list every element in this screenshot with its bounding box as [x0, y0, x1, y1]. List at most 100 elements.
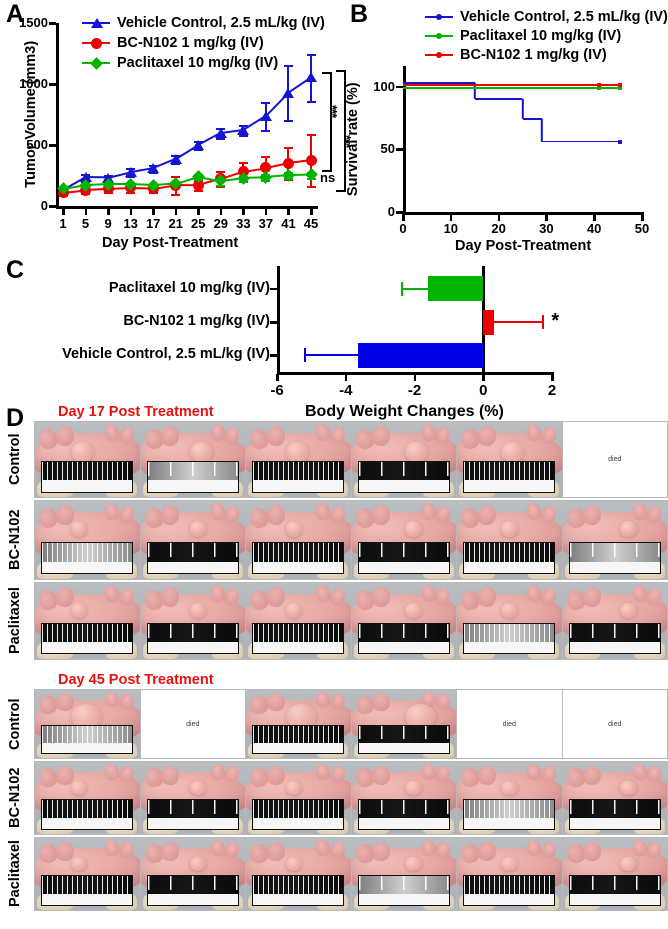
- ruler-ticks: [358, 623, 449, 638]
- tumor-nodule: [500, 602, 518, 618]
- panel-d-cell-photo: [562, 501, 667, 579]
- panel-c-bar-1: [428, 276, 484, 302]
- ruler-ticks: [358, 876, 449, 890]
- panel-a-x-tick-label: 37: [258, 216, 274, 231]
- ruler-white-face: [569, 642, 660, 654]
- panel-b-step-2: [403, 87, 621, 90]
- panel-a-y-tick-label: 0: [40, 198, 48, 213]
- tumor-nodule: [500, 780, 518, 796]
- ruler-white-face: [569, 561, 660, 574]
- panel-d-section-title-1: Day 17 Post Treatment: [58, 404, 214, 420]
- panel-a-datapoint-2: [192, 179, 204, 191]
- panel-a-errorbar-2-cap-bottom: [171, 193, 181, 196]
- panel-c-letter: C: [6, 256, 25, 284]
- panel-b-censor-mark-2: [618, 86, 623, 91]
- panel-d-cell-photo: [35, 501, 140, 579]
- panel-b-step-1: [541, 140, 621, 143]
- ruler-white-face: [42, 817, 133, 829]
- measuring-ruler: [568, 799, 661, 830]
- panel-c-errorbar-cap-2: [542, 315, 545, 329]
- panel-a-x-tick: [62, 208, 65, 215]
- panel-a-x-tick-label: 5: [81, 216, 90, 231]
- panel-b-y-axis-title: Survival rate (%): [344, 82, 361, 197]
- panel-d-cell-photo: [140, 762, 245, 834]
- panel-a-x-tick-label: 41: [281, 216, 296, 231]
- panel-a-errorbar-2-cap-top: [283, 147, 293, 150]
- mouse-photo: [457, 762, 562, 834]
- panel-b-censor-mark-3: [618, 83, 623, 88]
- panel-a-datapoint-2: [237, 165, 249, 177]
- ruler-white-face: [42, 480, 133, 492]
- ruler-ticks: [358, 726, 449, 740]
- panel-d-cell-photo: [35, 762, 140, 834]
- panel-a-datapoint-1: [124, 167, 137, 178]
- panel-b-x-tick-label: 20: [491, 221, 506, 236]
- ruler-white-face: [253, 817, 344, 829]
- tumor-nodule: [404, 703, 437, 730]
- measuring-ruler: [41, 875, 134, 906]
- panel-b-step-1: [521, 99, 524, 120]
- ruler-white-face: [253, 561, 344, 574]
- bracket-stem: [330, 72, 332, 172]
- panel-a-x-tick: [287, 208, 290, 215]
- panel-b-censor-mark-2: [596, 86, 601, 91]
- panel-a-x-tick-label: 29: [213, 216, 229, 231]
- tumor-nodule: [70, 441, 94, 463]
- panel-b-legend-3-swatch: [425, 48, 453, 62]
- panel-a-datapoint-1: [79, 172, 92, 183]
- ruler-ticks: [464, 462, 555, 481]
- panel-a-datapoint-1: [169, 154, 182, 165]
- ruler-ticks: [147, 876, 238, 890]
- panel-c-x-tick-label: 0: [479, 382, 488, 399]
- panel-b-x-axis: [403, 212, 644, 215]
- measuring-ruler: [41, 622, 134, 655]
- measuring-ruler: [357, 541, 450, 575]
- tumor-nodule: [500, 521, 518, 537]
- panel-d-cell-photo: [457, 838, 562, 910]
- panel-a-legend-2-swatch: [82, 36, 110, 50]
- measuring-ruler: [357, 461, 450, 493]
- ruler-ticks: [147, 623, 238, 638]
- panel-a-y-tick-label: 1500: [19, 15, 48, 30]
- panel-a-sig-star-outer: ***: [339, 135, 354, 148]
- ruler-white-face: [42, 642, 133, 654]
- panel-a-line-3: [108, 183, 131, 186]
- panel-a-x-tick-label: 9: [104, 216, 112, 231]
- panel-d-cell-photo: [457, 422, 562, 497]
- panel-a-y-tick: [49, 144, 56, 147]
- tumor-nodule: [404, 441, 428, 463]
- ruler-white-face: [464, 480, 555, 492]
- panel-c-errorbar-1: [402, 287, 429, 290]
- panel-b-x-tick: [449, 214, 453, 221]
- panel-a-legend-1-marker-icon: [91, 18, 103, 29]
- panel-d-cell-photo: [35, 838, 140, 910]
- ruler-ticks: [358, 462, 449, 477]
- panel-a-letter: A: [6, 0, 25, 28]
- panel-d-cell-photo: [246, 422, 351, 497]
- panel-d-row-label-bc-n102: BC-N102: [7, 509, 23, 571]
- panel-a-errorbar-1-cap-top: [283, 65, 293, 68]
- measuring-ruler: [463, 875, 556, 906]
- panel-d-section-title-2: Day 45 Post Treatment: [58, 672, 214, 688]
- panel-c-cat-tick: [270, 354, 277, 357]
- ruler-ticks: [42, 542, 133, 562]
- panel-d-grid-s1-r2: [34, 500, 668, 580]
- panel-d-cell-photo: [457, 501, 562, 579]
- panel-b-step-1: [522, 118, 542, 120]
- ruler-ticks: [358, 800, 449, 814]
- panel-a-datapoint-1: [102, 172, 115, 183]
- panel-d-cell-photo: [351, 422, 456, 497]
- ruler-white-face: [253, 893, 344, 905]
- panel-d-row-label-control: Control: [7, 698, 23, 750]
- panel-b-legend-label-1: Vehicle Control, 2.5 mL/kg (IV): [460, 9, 668, 25]
- panel-a-errorbar-1-cap-top: [306, 53, 316, 56]
- panel-a-legend-3-marker-icon: [90, 57, 103, 71]
- panel-d-cell-photo: [246, 583, 351, 659]
- ruler-ticks: [464, 542, 555, 562]
- panel-a-legend-label-2: BC-N102 1 mg/kg (IV): [117, 35, 264, 51]
- ruler-white-face: [464, 642, 555, 654]
- mouse-photo: [562, 501, 667, 579]
- panel-a-datapoint-1: [305, 72, 317, 83]
- mouse-photo: [246, 762, 351, 834]
